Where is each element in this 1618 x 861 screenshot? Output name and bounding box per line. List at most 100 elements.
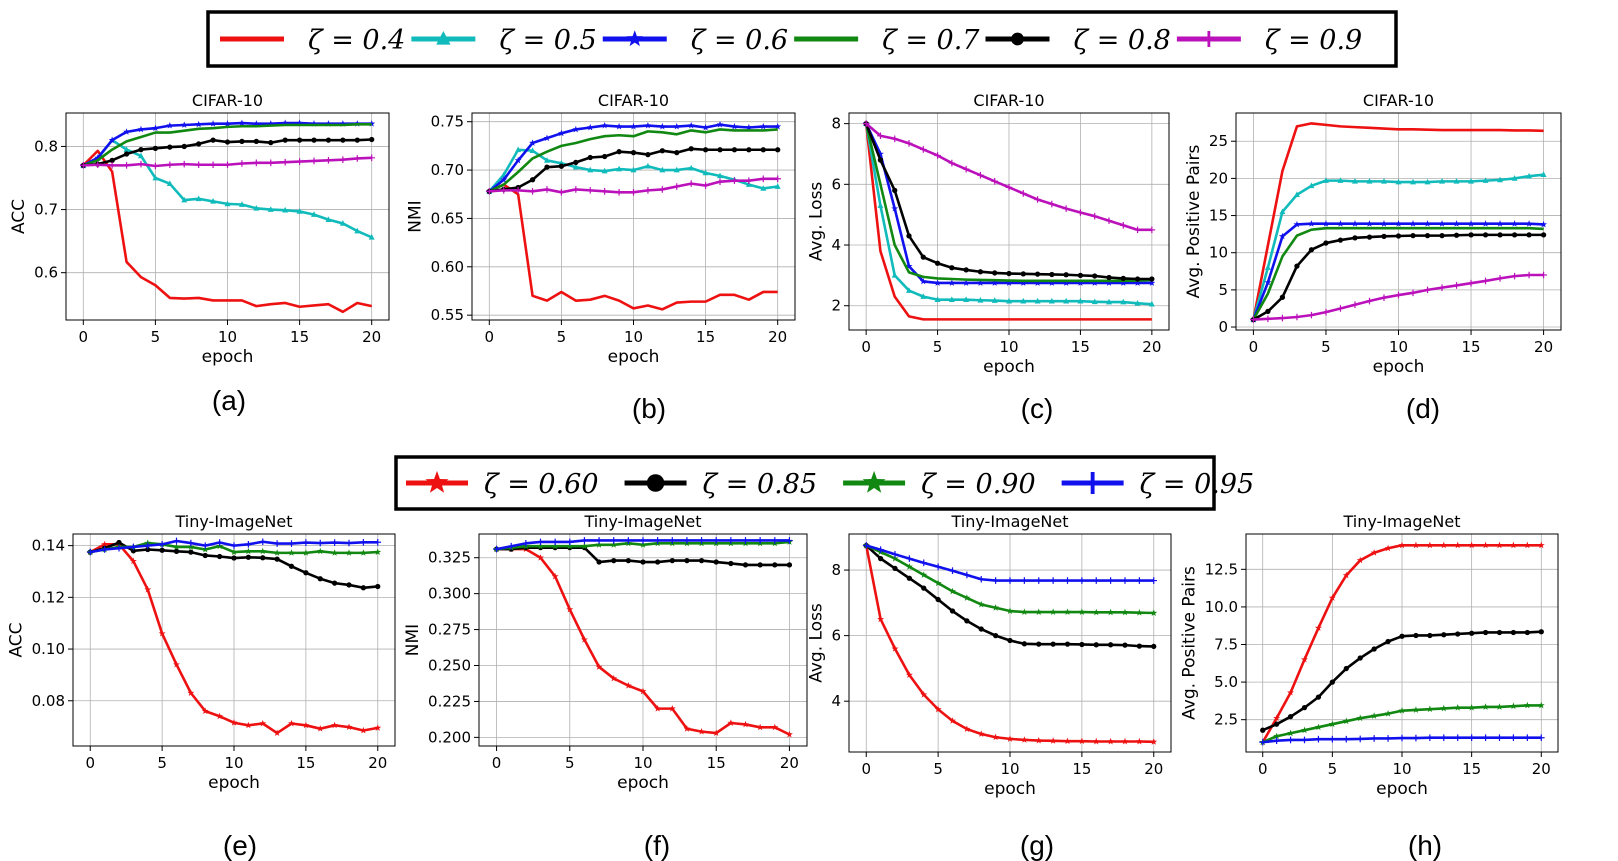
data-point xyxy=(602,153,608,160)
legend-item-0-7: ζ = 0.7 xyxy=(794,25,980,56)
data-point xyxy=(537,554,544,561)
data-point xyxy=(877,546,884,554)
data-point xyxy=(1092,273,1098,279)
x-tick-label: 15 xyxy=(1462,760,1481,778)
data-point xyxy=(273,549,281,556)
data-point xyxy=(977,269,984,275)
series-0-5 xyxy=(1250,171,1547,322)
data-point xyxy=(86,548,94,556)
legend-top: ζ = 0.4 ζ = 0.5 ζ = 0.6 ζ = 0.7 ζ = 0.8 ζ = 0… xyxy=(206,10,1398,68)
data-point xyxy=(529,177,536,183)
y-tick-label: 0.225 xyxy=(428,692,471,710)
data-point xyxy=(640,559,646,565)
data-point xyxy=(296,158,303,165)
data-point xyxy=(1007,637,1013,644)
data-point xyxy=(919,146,927,153)
data-point xyxy=(238,201,245,207)
data-point xyxy=(1395,220,1402,227)
x-axis-label: epoch xyxy=(608,347,660,367)
y-tick-label: 0.200 xyxy=(428,728,471,746)
data-point xyxy=(253,138,259,145)
data-point xyxy=(630,189,637,196)
y-axis-label: Avg. Loss xyxy=(806,182,826,262)
series-0-85 xyxy=(1260,629,1544,733)
data-point xyxy=(557,129,565,137)
data-point xyxy=(1399,633,1405,639)
data-point xyxy=(920,254,926,260)
data-point xyxy=(353,155,361,162)
data-point xyxy=(209,120,217,127)
data-point xyxy=(1438,284,1446,291)
data-point xyxy=(166,180,173,186)
data-point xyxy=(216,539,223,546)
data-point xyxy=(374,538,382,546)
data-point xyxy=(1308,311,1315,319)
data-point xyxy=(573,159,579,165)
data-point xyxy=(238,160,246,167)
data-point xyxy=(668,705,676,712)
data-point xyxy=(566,542,574,550)
data-point xyxy=(1078,577,1086,584)
y-tick-label: 2.5 xyxy=(1214,711,1238,729)
data-point xyxy=(331,539,338,546)
x-tick-label: 5 xyxy=(157,754,167,772)
data-point xyxy=(1020,736,1028,743)
data-point xyxy=(775,147,781,153)
legend-item-0-60: ζ = 0.60 xyxy=(406,469,599,500)
data-point xyxy=(500,187,508,194)
data-point xyxy=(716,120,724,128)
data-point xyxy=(224,161,231,169)
data-point xyxy=(977,296,984,303)
data-point xyxy=(702,147,709,153)
data-point xyxy=(1352,235,1358,241)
data-point xyxy=(1150,738,1158,745)
panel-sublabel: (b) xyxy=(632,393,666,424)
data-point xyxy=(1482,541,1490,549)
data-point xyxy=(1279,314,1286,322)
data-point xyxy=(1381,233,1387,240)
data-point xyxy=(129,557,137,565)
x-tick-label: 20 xyxy=(1142,338,1161,356)
data-point xyxy=(1092,608,1100,616)
data-point xyxy=(1482,703,1490,710)
data-point xyxy=(601,188,608,195)
data-point xyxy=(601,167,608,174)
data-point xyxy=(195,195,202,202)
y-axis-label: Avg. Loss xyxy=(806,603,826,683)
data-point xyxy=(544,164,550,170)
data-point xyxy=(1413,632,1419,639)
data-point xyxy=(1148,226,1156,234)
data-point xyxy=(1006,607,1014,614)
data-point xyxy=(1438,220,1446,227)
data-point xyxy=(963,725,971,732)
data-point xyxy=(862,542,870,549)
series-0-90 xyxy=(1259,701,1545,746)
panel-title: CIFAR-10 xyxy=(1363,91,1434,110)
series-line xyxy=(488,128,778,193)
data-point xyxy=(742,537,749,544)
data-point xyxy=(934,563,942,571)
data-point xyxy=(252,120,260,127)
x-tick-label: 10 xyxy=(1000,760,1019,778)
series-0-4 xyxy=(864,123,1152,321)
y-tick-label: 10 xyxy=(1209,244,1228,262)
data-point xyxy=(282,137,288,143)
data-point xyxy=(587,154,593,161)
data-point xyxy=(1134,276,1141,282)
data-point xyxy=(151,124,159,132)
x-tick-label: 20 xyxy=(368,754,387,772)
data-point xyxy=(1064,641,1071,647)
data-point xyxy=(1525,271,1533,279)
data-point xyxy=(507,542,515,550)
data-point xyxy=(152,145,159,151)
data-point xyxy=(253,159,260,167)
legend-marker xyxy=(436,31,451,45)
data-point xyxy=(325,216,332,222)
data-point xyxy=(1410,232,1416,239)
data-point xyxy=(1107,737,1115,745)
data-point xyxy=(934,152,941,159)
data-point xyxy=(345,539,353,547)
data-point xyxy=(1006,735,1014,742)
y-tick-label: 5 xyxy=(1218,281,1228,299)
data-point xyxy=(948,296,955,302)
